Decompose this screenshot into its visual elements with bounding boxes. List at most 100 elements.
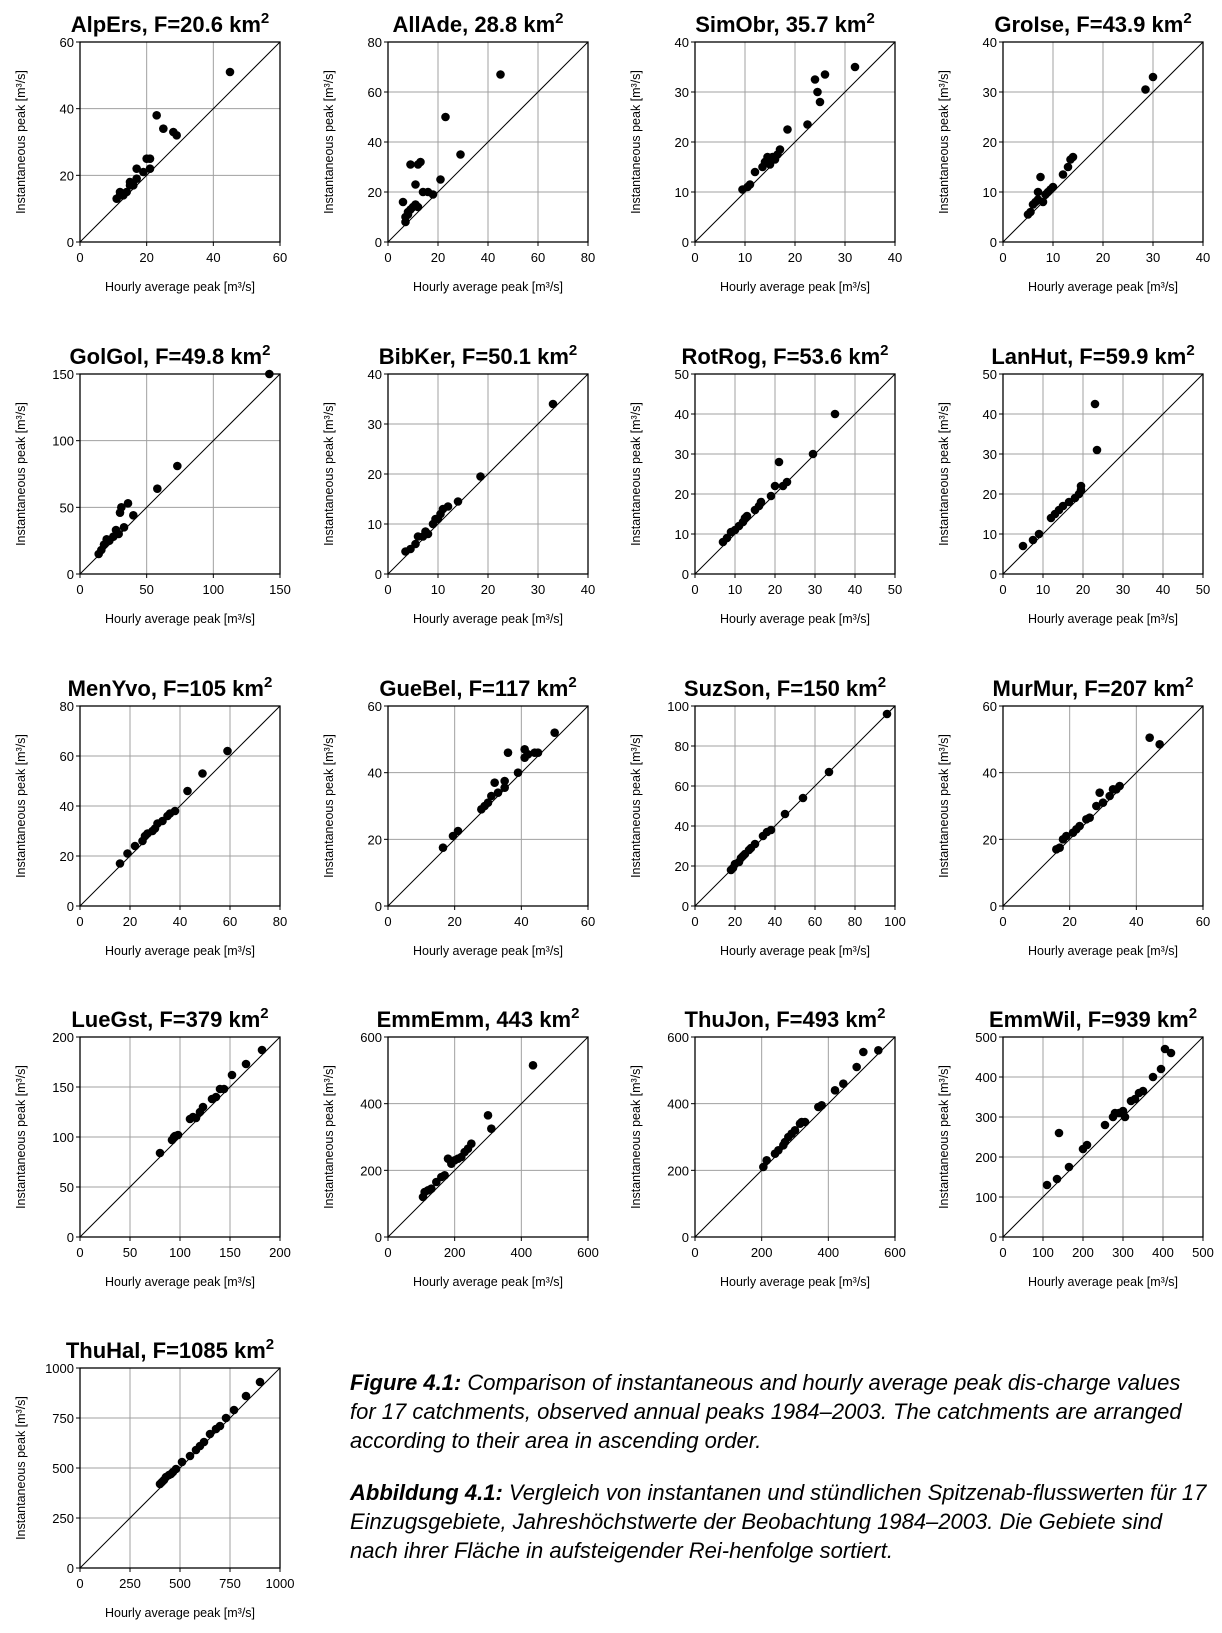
data-point (185, 1451, 195, 1461)
data-point (427, 1184, 436, 1193)
y-tick-label: 20 (368, 832, 382, 847)
x-tick-label: 0 (76, 250, 83, 265)
x-tick-label: 60 (531, 250, 545, 265)
x-tick-label: 20 (728, 914, 742, 929)
plot-frame (79, 373, 281, 575)
data-point (1018, 541, 1028, 551)
y-tick-label: 40 (983, 35, 997, 50)
chart-bibker: 00 10 10 20 20 30 30 40 40 Hourly average peak [m… (322, 342, 595, 626)
x-tick-label: 50 (1196, 582, 1210, 597)
chart-title: RotRog, F=53.6 km2 (681, 342, 888, 369)
y-tick-label: 0 (67, 899, 74, 914)
data-point (467, 1139, 476, 1148)
chart-title-name: RotRog (681, 344, 760, 369)
data-point (129, 181, 138, 190)
plot-frame (694, 705, 896, 907)
data-point (257, 1045, 267, 1055)
data-point (1042, 1180, 1052, 1190)
chart-title-area: 105 (189, 676, 226, 701)
identity-line (1002, 1036, 1204, 1238)
chart-title-name: GolGol (70, 344, 143, 369)
chart-title-area: 53.6 (799, 344, 842, 369)
plot-frame (387, 705, 589, 907)
data-point (839, 1079, 848, 1088)
data-point (1115, 781, 1124, 791)
chart-title-area: 117 (495, 676, 531, 701)
chart-title-unit: km (517, 12, 555, 37)
data-point (117, 503, 126, 512)
chart-title-unit: km (533, 1007, 571, 1032)
chart-title-separator: , F= (456, 676, 495, 701)
x-tick-label: 0 (691, 914, 698, 929)
data-point (170, 806, 180, 816)
y-tick-label: 10 (983, 527, 997, 542)
y-tick-label: 40 (675, 35, 689, 50)
chart-allade: 00 20 20 40 40 60 60 80 80 Hourly average peak [m… (322, 10, 595, 294)
chart-title-unit-exponent: 2 (1186, 342, 1194, 359)
data-point (882, 709, 892, 719)
data-point (1090, 399, 1100, 409)
x-tick-label: 100 (1032, 1245, 1054, 1260)
chart-title-separator: , F= (450, 344, 489, 369)
y-axis-label: Instantaneous peak [m³/s] (322, 1065, 336, 1209)
chart-menyvo: 00 20 20 40 40 60 60 80 80 Hourly average peak [m… (14, 674, 287, 958)
plot-frame (1002, 373, 1204, 575)
chart-title: GroIse, F=43.9 km2 (994, 10, 1191, 37)
x-tick-label: 20 (768, 582, 782, 597)
x-tick-label: 60 (223, 914, 237, 929)
y-tick-label: 20 (60, 849, 74, 864)
data-point (152, 111, 161, 120)
x-tick-label: 0 (999, 250, 1006, 265)
y-tick-label: 0 (375, 235, 382, 250)
data-point (1028, 535, 1038, 545)
identity-line (79, 705, 281, 907)
data-point (229, 1405, 239, 1415)
x-tick-label: 200 (751, 1245, 773, 1260)
x-tick-label: 80 (273, 914, 287, 929)
x-tick-label: 400 (817, 1245, 839, 1260)
data-point (1058, 170, 1068, 179)
identity-line (387, 1036, 589, 1238)
x-tick-label: 0 (999, 1245, 1006, 1260)
x-axis-label: Hourly average peak [m³/s] (1028, 1275, 1178, 1289)
data-point (780, 809, 790, 819)
data-point (177, 1457, 187, 1467)
data-point (830, 1086, 840, 1095)
data-point (183, 786, 192, 796)
x-tick-label: 20 (139, 250, 153, 265)
chart-title-name: BibKer (379, 344, 452, 369)
chart-title: AlpErs, F=20.6 km2 (71, 10, 270, 37)
chart-title-name: LanHut (991, 344, 1067, 369)
data-point (815, 97, 825, 107)
caption-text-german: Vergleich von instantanen und stündliche… (350, 1480, 1207, 1563)
x-tick-label: 40 (1129, 914, 1143, 929)
chart-title-unit-exponent: 2 (266, 1336, 274, 1353)
data-point (810, 75, 820, 84)
data-point (1092, 445, 1102, 455)
data-point (775, 145, 785, 154)
data-point (198, 1102, 208, 1112)
x-tick-label: 60 (273, 250, 287, 265)
data-point (830, 409, 840, 419)
data-point (198, 769, 207, 778)
identity-line (79, 41, 281, 243)
x-tick-label: 250 (119, 1576, 141, 1591)
data-point (172, 131, 181, 140)
chart-title-name: MurMur (993, 676, 1074, 701)
chart-title-area: 443 (496, 1007, 533, 1032)
data-point (550, 728, 559, 737)
chart-title-separator: , F= (765, 676, 804, 701)
data-point (453, 826, 463, 836)
data-point (1036, 172, 1045, 182)
data-point (1055, 843, 1064, 852)
data-point (476, 472, 485, 481)
data-point (173, 461, 182, 471)
chart-title-unit: km (1145, 12, 1183, 37)
y-tick-label: 50 (60, 1180, 74, 1195)
x-tick-label: 40 (768, 914, 782, 929)
y-tick-label: 600 (360, 1030, 382, 1045)
plot-frame (694, 373, 896, 575)
plot-frame (1002, 705, 1204, 907)
data-point (742, 511, 752, 521)
chart-title-name: LueGst (71, 1007, 147, 1032)
